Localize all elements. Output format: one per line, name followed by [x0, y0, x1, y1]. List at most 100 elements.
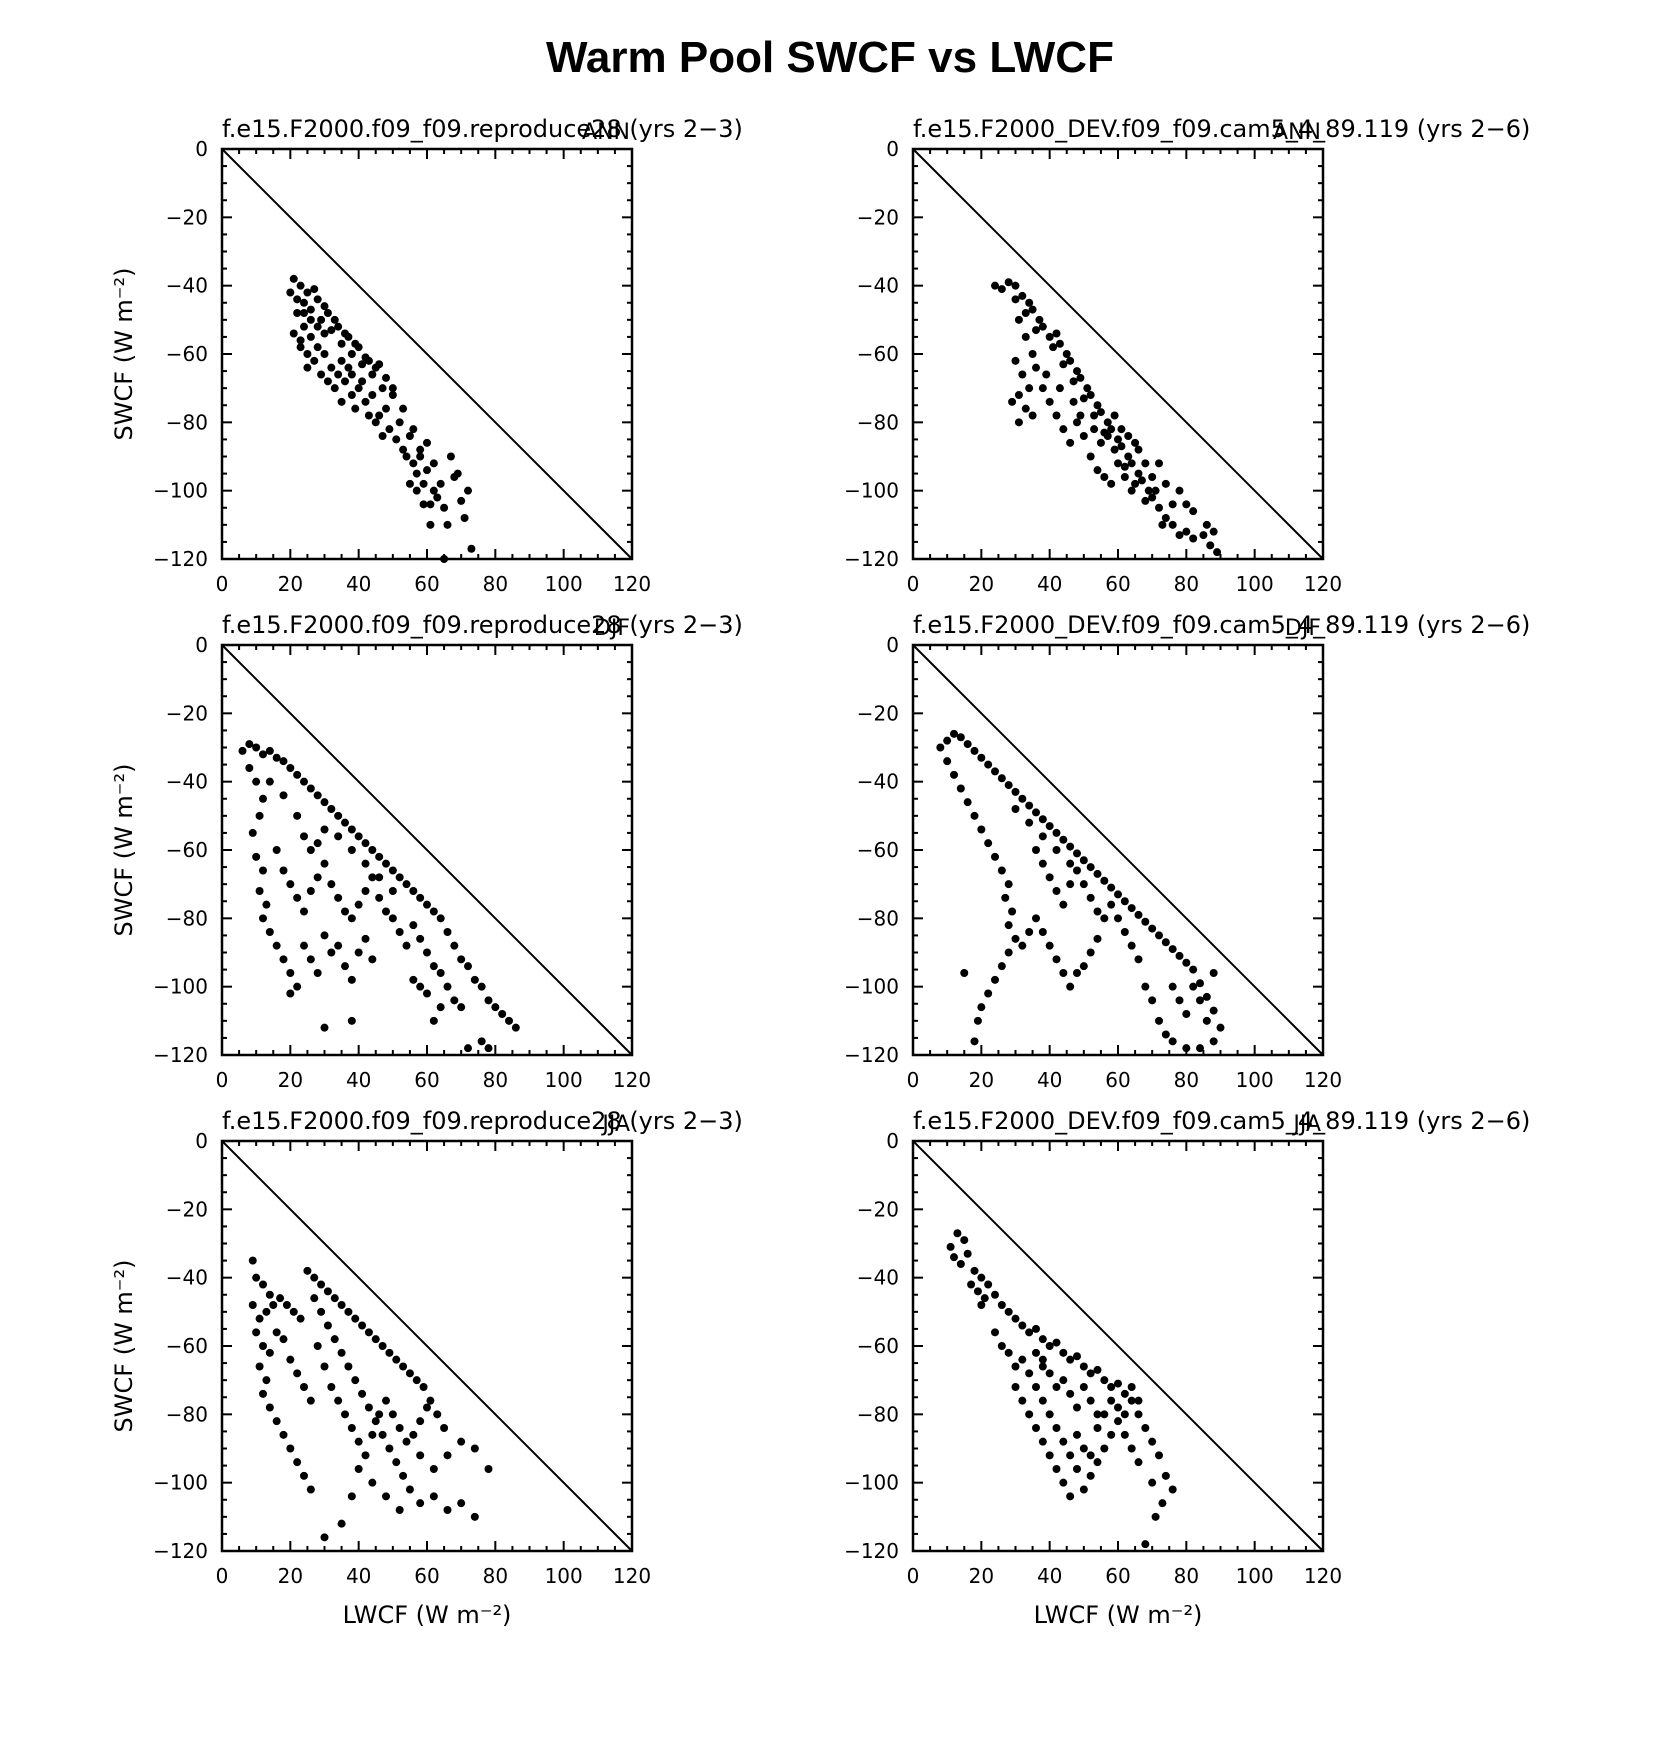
data-point	[1148, 473, 1157, 481]
y-axis-label: SWCF (W m⁻²)	[110, 764, 138, 937]
data-point	[1114, 459, 1122, 468]
data-point	[429, 907, 438, 916]
data-point	[484, 996, 493, 1005]
data-point	[399, 445, 408, 454]
data-point	[303, 1266, 312, 1275]
data-point	[1069, 397, 1078, 406]
data-point	[402, 452, 411, 461]
data-point	[1014, 418, 1023, 427]
data-point	[450, 996, 459, 1005]
data-point	[296, 1314, 305, 1323]
data-point	[1209, 1037, 1218, 1046]
data-point	[443, 1451, 452, 1460]
data-point	[300, 309, 308, 317]
data-point	[327, 326, 336, 335]
data-point	[1083, 384, 1092, 393]
data-point	[1049, 343, 1058, 352]
data-point	[388, 866, 397, 875]
data-point	[416, 893, 425, 902]
data-point	[392, 1355, 401, 1364]
y-tick-label: −60	[857, 342, 899, 366]
y-tick-label: 0	[886, 633, 899, 657]
data-point	[1161, 479, 1170, 488]
data-point	[967, 1280, 976, 1289]
data-point	[416, 934, 425, 943]
data-point	[344, 332, 353, 341]
reference-line	[221, 1140, 633, 1552]
data-point	[382, 1396, 390, 1405]
data-point	[1114, 1379, 1122, 1388]
data-point	[320, 798, 329, 807]
x-tick-label: 40	[1037, 1564, 1062, 1588]
data-point	[1107, 883, 1116, 892]
data-point	[977, 1301, 986, 1309]
data-point	[300, 322, 308, 331]
data-point	[334, 893, 343, 902]
y-tick-label: −20	[857, 1197, 899, 1221]
data-point	[1168, 520, 1177, 529]
data-point	[440, 1424, 449, 1432]
data-point	[337, 1301, 346, 1309]
x-tick-label: 120	[613, 1068, 651, 1092]
data-point	[364, 411, 373, 420]
data-point	[375, 893, 384, 902]
data-point	[1175, 486, 1184, 495]
data-point	[399, 1471, 408, 1480]
data-point	[1090, 425, 1099, 434]
data-point	[1086, 1369, 1095, 1378]
data-point	[1025, 1410, 1034, 1419]
data-point	[1059, 969, 1068, 977]
data-point	[1148, 924, 1157, 933]
x-tick-label: 80	[1174, 1068, 1199, 1092]
data-point	[1168, 982, 1177, 991]
data-point	[1086, 1396, 1095, 1405]
data-point	[1066, 356, 1075, 365]
data-point	[1124, 452, 1133, 461]
x-tick-label: 80	[483, 1564, 508, 1588]
x-tick-label: 100	[1236, 572, 1274, 596]
data-point	[279, 757, 288, 766]
data-point	[347, 350, 356, 358]
y-tick-label: 0	[886, 137, 899, 161]
data-point	[279, 955, 288, 964]
data-point	[956, 733, 965, 742]
data-point	[991, 975, 999, 984]
data-point	[1107, 1430, 1116, 1439]
panel-title: f.e15.F2000.f09_f09.reproduce28 (yrs 2−3…	[222, 1107, 743, 1135]
data-point	[265, 746, 274, 755]
data-point	[1107, 900, 1116, 909]
data-point	[347, 846, 356, 854]
data-point	[436, 969, 445, 977]
data-point	[1018, 370, 1027, 379]
data-point	[255, 1362, 264, 1371]
data-point	[423, 989, 431, 998]
data-point	[317, 1280, 326, 1289]
data-point	[378, 384, 387, 393]
data-point	[354, 1437, 363, 1446]
data-point	[289, 1307, 298, 1316]
data-point	[375, 411, 384, 420]
x-tick-label: 100	[1236, 1564, 1274, 1588]
data-point	[262, 1307, 271, 1316]
data-point	[1011, 356, 1020, 365]
data-point	[1032, 326, 1040, 335]
data-point	[375, 360, 384, 369]
data-point	[364, 1328, 373, 1337]
data-point	[498, 1010, 507, 1018]
data-point	[385, 1348, 394, 1357]
data-point	[1018, 1355, 1027, 1364]
data-point	[1038, 928, 1047, 936]
data-point	[460, 514, 469, 522]
data-point	[1107, 425, 1116, 434]
data-point	[327, 880, 336, 889]
data-point	[310, 1294, 319, 1303]
data-point	[1182, 958, 1191, 967]
data-point	[963, 798, 972, 807]
y-tick-label: 0	[195, 633, 208, 657]
data-point	[443, 928, 452, 936]
x-tick-label: 20	[278, 1068, 303, 1092]
data-point	[443, 1506, 452, 1514]
y-tick-label: −60	[166, 1334, 208, 1358]
data-point	[453, 469, 462, 478]
data-point	[337, 339, 346, 348]
